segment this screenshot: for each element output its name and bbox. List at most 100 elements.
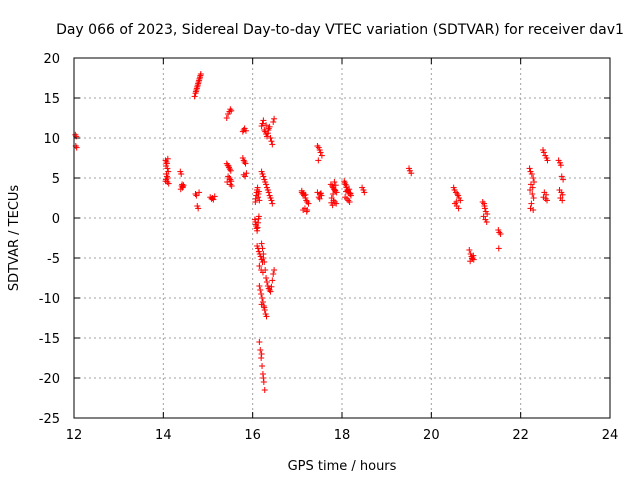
data-point [529, 191, 536, 197]
data-point [544, 197, 551, 204]
data-point [224, 179, 231, 185]
data-point [495, 245, 502, 252]
data-point [453, 199, 460, 205]
data-point [318, 190, 325, 197]
data-point [559, 191, 566, 198]
data-point [193, 85, 200, 92]
y-tick-label: 0 [52, 212, 60, 227]
data-point [255, 213, 262, 220]
y-tick-label: 5 [52, 172, 60, 187]
data-point [530, 175, 537, 181]
data-point [268, 138, 275, 145]
data-point [180, 182, 187, 189]
data-point [263, 122, 270, 129]
data-point [195, 79, 202, 85]
data-point [557, 162, 564, 169]
data-point [528, 171, 535, 177]
data-point [223, 160, 230, 167]
data-point [263, 313, 270, 320]
data-point [540, 149, 547, 156]
data-point [197, 72, 204, 79]
data-point [228, 107, 235, 114]
axis-ticks: 12 14 16 18 20 22 24 -25 -20 -15 -10 -5 0 5 10 15 20 [39, 52, 619, 443]
x-tick-label: 24 [602, 428, 619, 443]
data-point [269, 277, 276, 284]
data-point [193, 192, 200, 199]
data-point [455, 205, 462, 212]
data-point [317, 149, 324, 156]
data-point [318, 152, 325, 159]
data-point [314, 189, 321, 196]
data-point [271, 115, 278, 122]
data-point [527, 187, 534, 193]
data-point [268, 283, 275, 290]
data-point [257, 347, 264, 353]
data-point [196, 75, 203, 82]
data-point [560, 176, 567, 183]
y-tick-label: 20 [43, 52, 60, 67]
data-point [269, 200, 276, 207]
data-point [263, 181, 270, 188]
data-point [346, 199, 353, 205]
data-point [255, 188, 262, 195]
data-point [256, 339, 263, 345]
data-point [528, 200, 535, 207]
data-point [328, 199, 335, 206]
data-point [343, 183, 350, 189]
data-point [242, 173, 249, 180]
data-point [164, 165, 171, 172]
data-point [558, 173, 565, 180]
data-points [72, 71, 567, 393]
data-point [343, 188, 350, 195]
data-point [260, 117, 267, 124]
data-point [333, 200, 340, 207]
data-point [331, 179, 338, 185]
data-point [269, 141, 276, 148]
data-point [256, 263, 263, 269]
data-point [270, 119, 277, 125]
data-point [332, 182, 339, 189]
data-point [178, 171, 185, 177]
y-tick-label: -15 [39, 332, 60, 347]
data-point [191, 93, 198, 100]
data-point [256, 197, 263, 204]
data-point [330, 191, 337, 197]
data-point [497, 231, 504, 237]
y-tick-label: 10 [43, 132, 60, 147]
grid-layer [74, 58, 610, 418]
data-point [466, 247, 473, 253]
x-tick-label: 14 [155, 428, 172, 443]
data-point [258, 291, 265, 297]
chart-title: Day 066 of 2023, Sidereal Day-to-day VTE… [56, 22, 624, 38]
data-point [261, 259, 268, 265]
data-point [260, 251, 267, 257]
data-point [483, 219, 490, 225]
data-point [484, 211, 491, 217]
data-point [192, 88, 199, 95]
data-point [266, 123, 273, 130]
data-point [261, 387, 268, 393]
data-point [544, 157, 551, 164]
data-point [260, 173, 267, 180]
data-point [263, 133, 270, 140]
data-point [177, 186, 184, 193]
data-point [228, 178, 235, 185]
data-point [341, 179, 348, 186]
data-point [259, 363, 266, 369]
data-point [531, 179, 538, 185]
x-tick-label: 16 [244, 428, 261, 443]
data-point [263, 279, 270, 285]
data-point [259, 295, 266, 301]
data-point [242, 160, 249, 167]
data-point [527, 181, 534, 188]
data-point [72, 131, 79, 138]
data-point [302, 191, 309, 198]
data-point [457, 197, 464, 204]
data-point [257, 287, 264, 293]
data-point [264, 130, 271, 137]
data-point [256, 283, 263, 289]
y-tick-label: -5 [47, 252, 60, 267]
data-point [262, 267, 269, 273]
data-point [260, 375, 267, 381]
